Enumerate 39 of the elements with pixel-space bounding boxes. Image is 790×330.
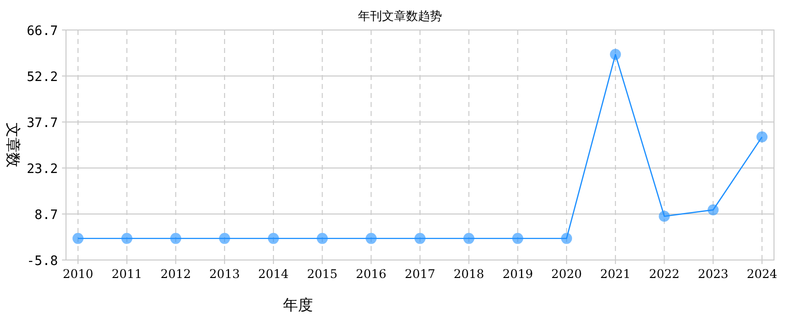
point [268,232,279,244]
point [316,232,328,244]
x-tick-label: 2012 [160,267,191,281]
x-tick-label: 2022 [649,267,680,281]
point [463,232,474,244]
y-axis-title: 文章数 [4,122,22,168]
x-tick-label: 2014 [258,267,290,281]
chart-title: 年刊文章数趋势 [358,9,442,23]
point [170,232,182,244]
x-tick-label: 2011 [112,267,142,281]
x-tick-label: 2023 [698,267,728,281]
x-axis-title: 年度 [283,296,313,314]
x-tick-label: 2021 [600,267,631,281]
x-tick-label: 2018 [454,267,484,281]
point [708,204,719,216]
point [72,232,84,244]
x-tick-label: 2019 [502,267,533,281]
x-tick-label: 2017 [404,267,436,281]
y-tick-label: -5.8 [26,254,58,269]
x-tick-label: 2024 [746,267,778,281]
y-tick-label: 52.2 [26,70,58,85]
point [366,232,377,244]
y-tick-label: 66.7 [26,24,58,39]
y-tick-label: 23.2 [26,162,58,177]
x-tick-label: 2010 [62,267,94,281]
point [219,232,230,244]
point [414,232,426,244]
point [658,210,670,222]
point [756,131,768,142]
y-tick-label: 37.7 [26,116,58,131]
point [121,232,132,244]
y-tick-label: 8.7 [34,208,58,223]
point [610,48,621,60]
x-tick-label: 2015 [307,267,338,281]
x-tick-label: 2016 [356,267,386,281]
x-tick-label: 2013 [209,267,240,281]
point [561,232,572,244]
point [512,232,524,244]
x-tick-label: 2020 [551,267,582,281]
